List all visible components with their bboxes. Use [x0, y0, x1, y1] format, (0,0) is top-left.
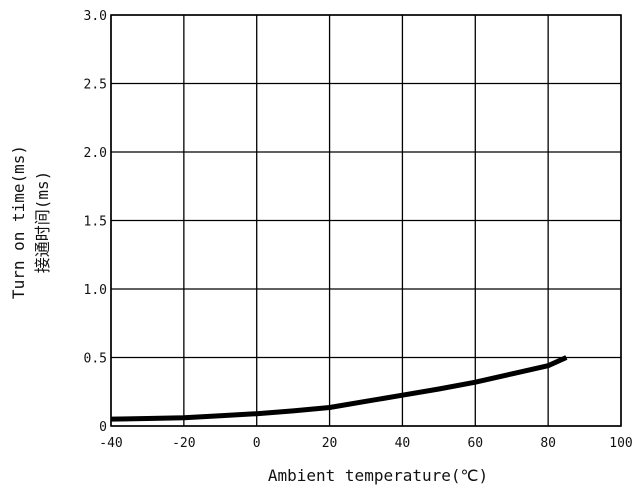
x-tick-label: -40 [99, 436, 122, 451]
plot-border [110, 14, 622, 427]
y-tick-labels: 0 0.5 1.0 1.5 2.0 2.5 3.0 [84, 9, 107, 435]
x-axis-title: Ambient temperature(℃) [268, 466, 488, 485]
y-tick-label: 1.5 [84, 215, 107, 230]
y-axis-title-line: 接通时间(ms) [33, 171, 52, 274]
series-layer [110, 355, 568, 422]
plot-frame [110, 14, 622, 427]
x-tick-label: 0 [253, 436, 261, 451]
series-line-0 [110, 355, 568, 422]
y-tick-label: 2.5 [84, 78, 107, 93]
x-tick-label: 40 [395, 436, 411, 451]
y-tick-label: 0.5 [84, 352, 107, 367]
y-tick-label: 2.0 [84, 146, 107, 161]
x-tick-label: 100 [609, 436, 632, 451]
y-tick-label: 3.0 [84, 9, 107, 24]
grid [110, 14, 622, 427]
x-tick-label: 80 [540, 436, 556, 451]
y-axis-title-line: Turn on time(ms) [9, 145, 28, 299]
x-tick-labels: -40 -20 0 20 40 60 80 100 [99, 436, 632, 451]
x-tick-label: 20 [322, 436, 338, 451]
y-tick-label: 0 [99, 420, 107, 435]
x-tick-label: 60 [467, 436, 483, 451]
y-axis-title: Turn on time(ms) 接通时间(ms) [9, 145, 52, 299]
x-tick-label: -20 [172, 436, 195, 451]
y-tick-label: 1.0 [84, 283, 107, 298]
